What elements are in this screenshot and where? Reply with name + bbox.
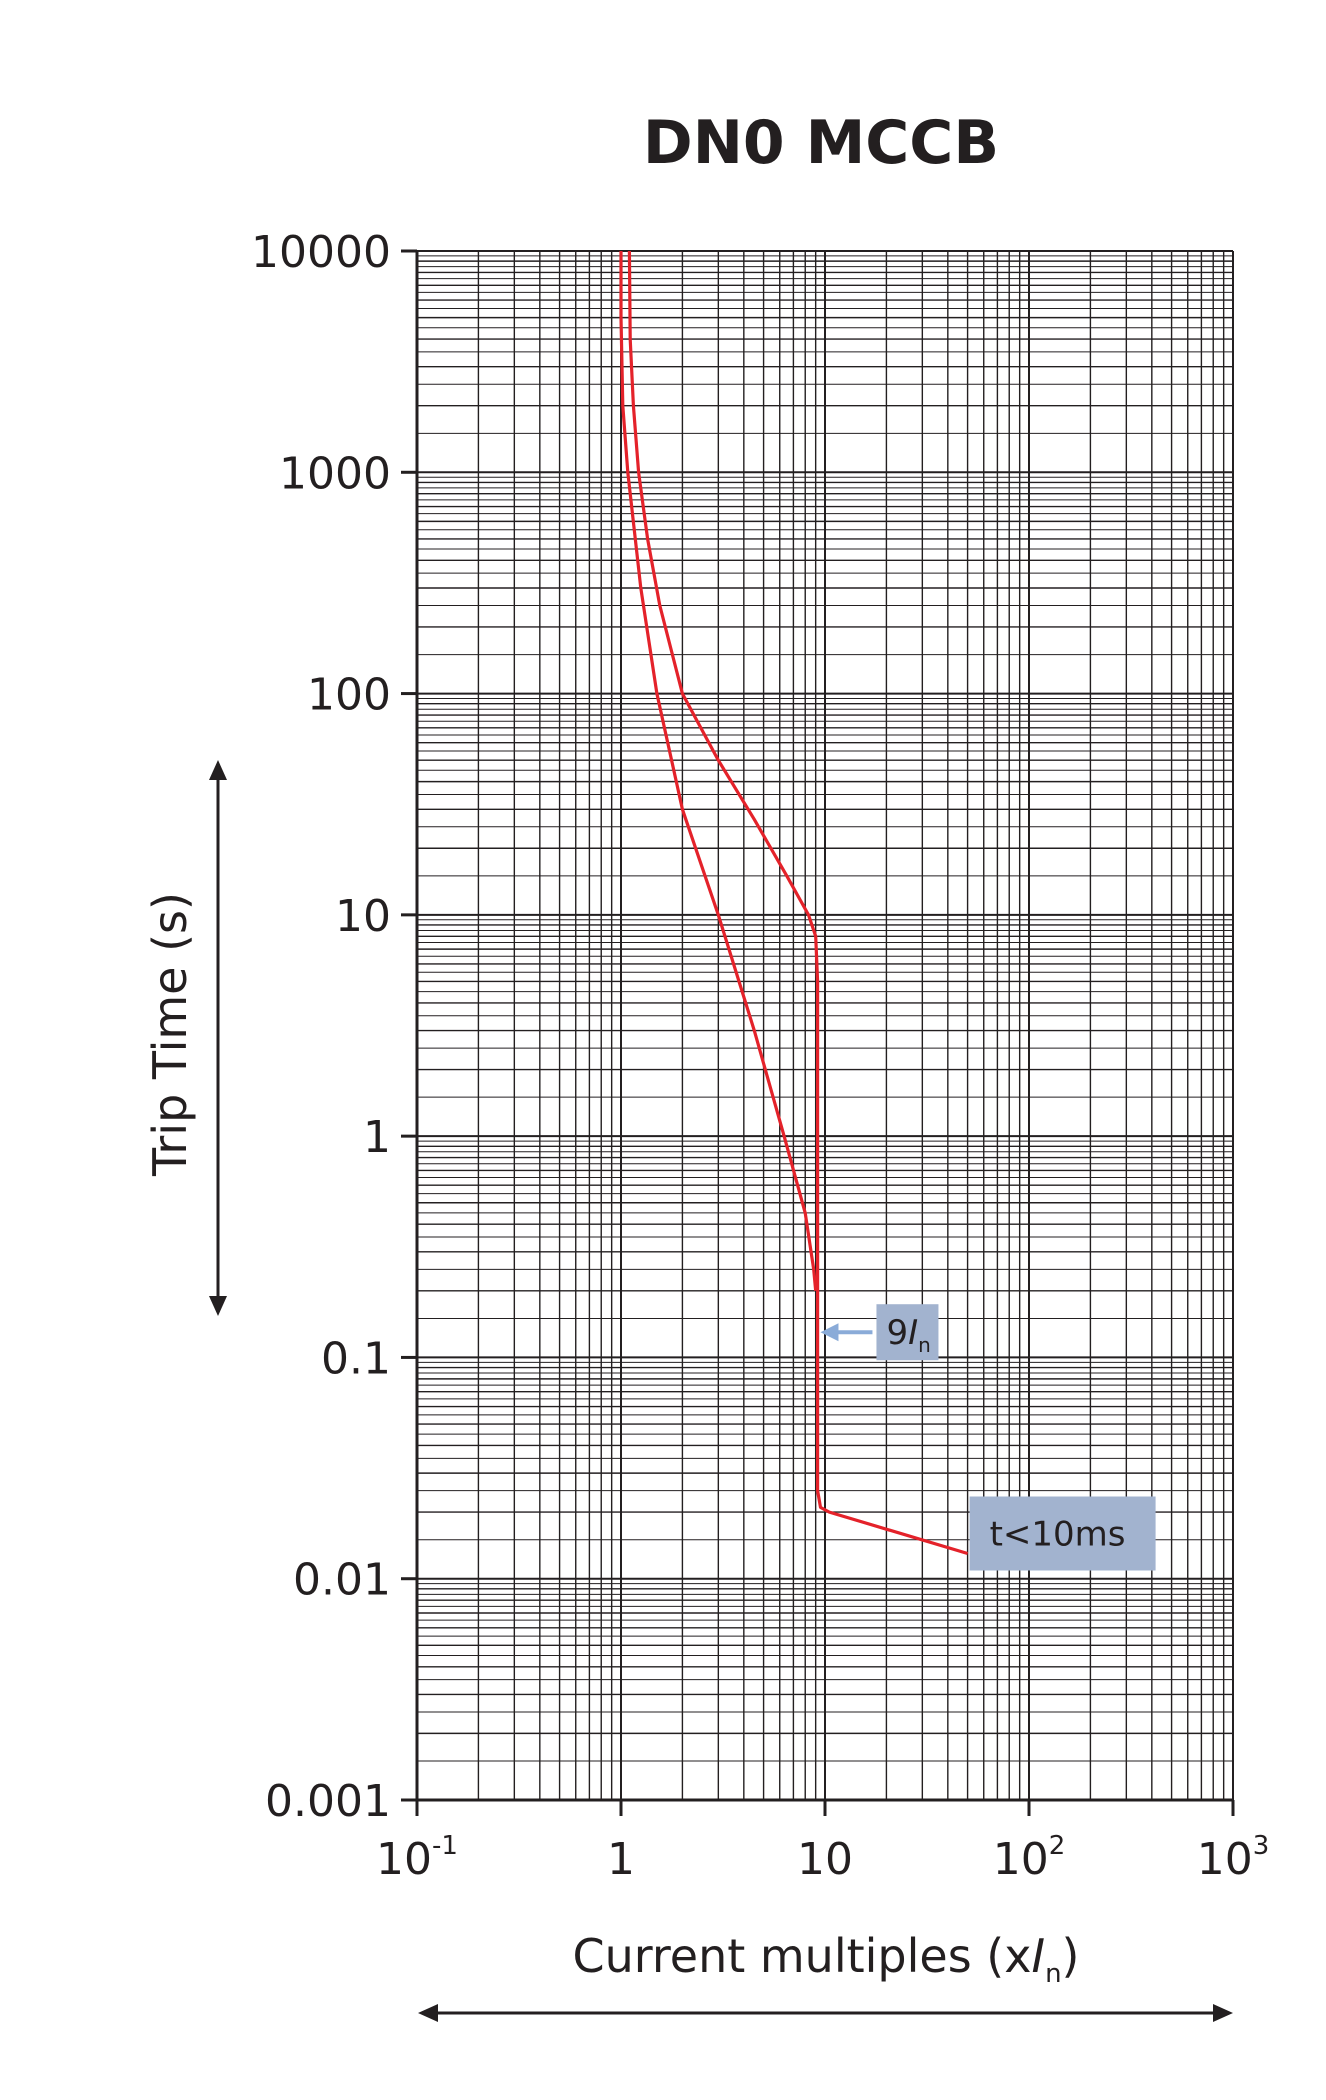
- annotations: 9In t<10ms: [820, 1304, 1156, 1571]
- annotation-box-t10ms: [969, 1496, 1156, 1571]
- y-tick-labels: 10000 1000 100 10 1 0.1 0.01 0.001: [251, 227, 417, 1827]
- y-tick-label: 0.01: [293, 1555, 391, 1606]
- x-tick-labels: 10-1 1 10 102 103: [376, 1800, 1269, 1885]
- annotation-label-t10ms: t<10ms: [990, 1515, 1126, 1555]
- x-tick-label: 103: [1197, 1831, 1270, 1885]
- horizontal-range-arrow-left: [418, 2004, 438, 2022]
- y-tick-label: 100: [307, 670, 391, 721]
- x-tick-label: 1: [607, 1834, 635, 1885]
- trip-curve-1: [627, 250, 969, 1556]
- axes: [415, 250, 1234, 1802]
- x-tick-label: 102: [993, 1831, 1066, 1885]
- range-arrows: [209, 760, 1233, 2022]
- x-axis-label: Current multiples (xIn): [572, 1929, 1079, 1989]
- annotation-arrow-head: [820, 1323, 839, 1342]
- y-tick-label: 0.001: [265, 1776, 391, 1827]
- y-tick-label: 1: [363, 1112, 391, 1163]
- vertical-range-arrow-top: [209, 760, 227, 780]
- x-tick-label: 10-1: [376, 1831, 458, 1885]
- y-axis-label: Trip Time (s): [143, 892, 197, 1177]
- y-tick-label: 10: [335, 891, 391, 942]
- vertical-range-arrow-bottom: [209, 1296, 227, 1316]
- trip-curve-2: [619, 251, 818, 1291]
- trip-curves: [619, 250, 969, 1556]
- horizontal-range-arrow-right: [1213, 2004, 1233, 2022]
- y-tick-label: 1000: [279, 448, 391, 499]
- y-tick-label: 0.1: [321, 1333, 391, 1384]
- y-tick-label: 10000: [251, 227, 391, 278]
- grid: [416, 251, 1233, 1801]
- x-tick-label: 10: [797, 1834, 853, 1885]
- chart-title: DN0 MCCB: [643, 108, 999, 178]
- annotation-box-9In: [876, 1304, 939, 1361]
- annotation-label-9In: 9In: [886, 1313, 930, 1357]
